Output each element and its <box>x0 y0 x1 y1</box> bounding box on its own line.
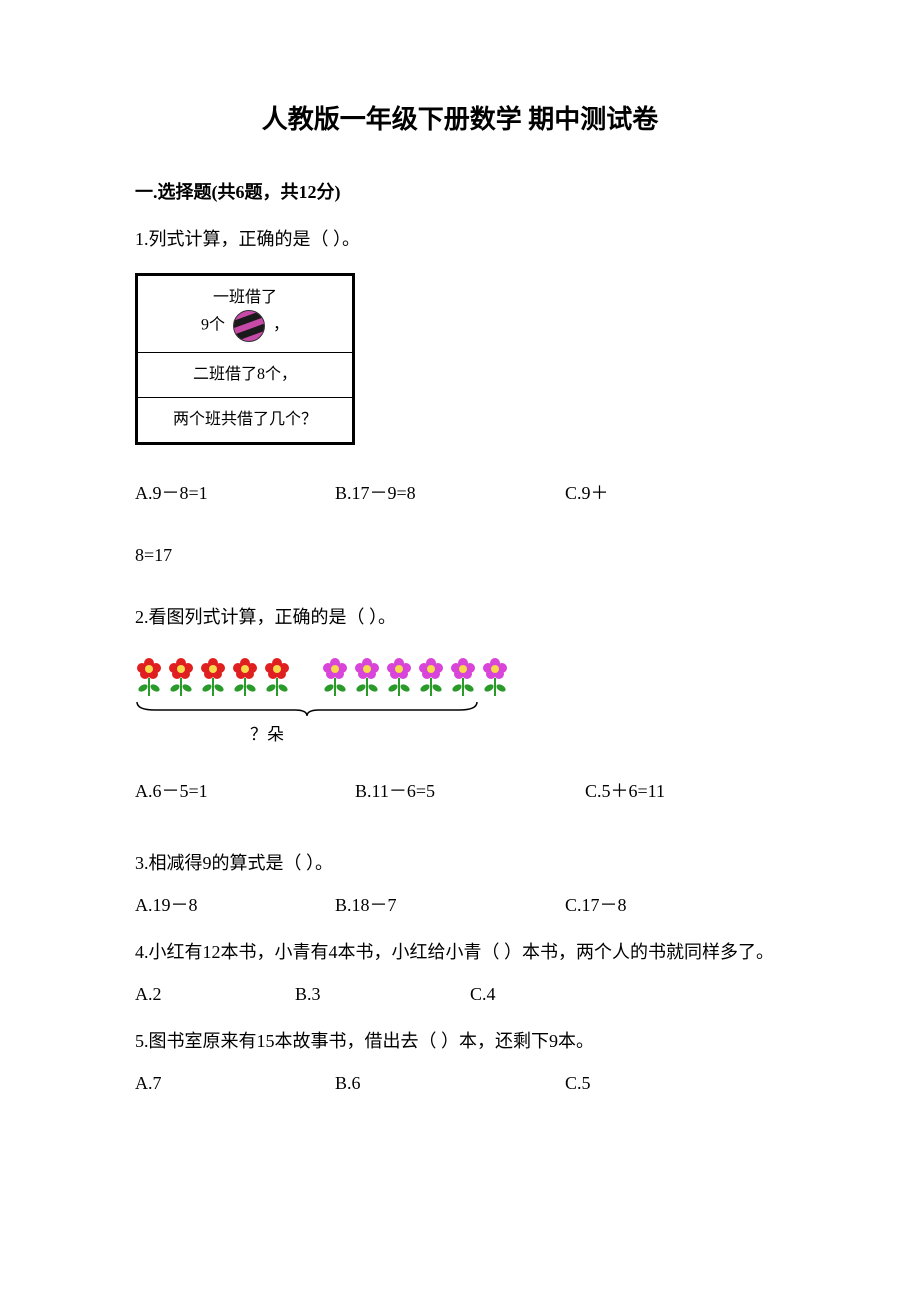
q1-option-a: A.9－8=1 <box>135 480 335 507</box>
flower-icon <box>321 656 349 696</box>
q5-options: A.7 B.6 C.5 <box>135 1070 785 1097</box>
q3-option-c: C.17－8 <box>565 892 785 919</box>
q2-option-a: A.6－5=1 <box>135 778 355 805</box>
flower-group-red <box>135 656 291 696</box>
ball-icon <box>233 310 265 342</box>
q1-text: 1.列式计算，正确的是（ ）。 <box>135 226 785 253</box>
q2-option-c: C.5＋6=11 <box>585 778 785 805</box>
q1-option-c: C.9＋ <box>565 480 785 507</box>
q5-text: 5.图书室原来有15本故事书，借出去（ ）本，还剩下9本。 <box>135 1028 785 1055</box>
q5-option-c: C.5 <box>565 1070 785 1097</box>
q3-text: 3.相减得9的算式是（ ）。 <box>135 850 785 877</box>
question-3: 3.相减得9的算式是（ ）。 A.19－8 B.18－7 C.17－8 <box>135 850 785 919</box>
q1-box-row1-num: 9个 <box>201 317 225 334</box>
question-2: 2.看图列式计算，正确的是（ ）。 <box>135 604 785 805</box>
section-header: 一.选择题(共6题，共12分) <box>135 179 785 206</box>
q5-option-a: A.7 <box>135 1070 335 1097</box>
flower-icon <box>449 656 477 696</box>
question-5: 5.图书室原来有15本故事书，借出去（ ）本，还剩下9本。 A.7 B.6 C.… <box>135 1028 785 1097</box>
flower-icon <box>263 656 291 696</box>
flower-icon <box>135 656 163 696</box>
q4-option-a: A.2 <box>135 981 295 1008</box>
q2-bracket-label: ？朵 <box>135 722 785 748</box>
q4-options: A.2 B.3 C.4 <box>135 981 785 1008</box>
q4-option-c: C.4 <box>470 981 785 1008</box>
q2-option-b: B.11－6=5 <box>355 778 585 805</box>
flower-icon <box>385 656 413 696</box>
q3-options: A.19－8 B.18－7 C.17－8 <box>135 892 785 919</box>
q3-option-a: A.19－8 <box>135 892 335 919</box>
q1-box: 一班借了 9个 ， 二班借了8个， 两个班共借了几个？ <box>135 273 355 445</box>
flower-icon <box>199 656 227 696</box>
q2-flower-row <box>135 656 785 696</box>
q1-box-row1: 一班借了 9个 ， <box>138 276 353 353</box>
flower-icon <box>417 656 445 696</box>
q1-option-b: B.17－9=8 <box>335 480 565 507</box>
flower-icon <box>353 656 381 696</box>
q1-box-row2: 二班借了8个， <box>138 353 353 398</box>
q4-text: 4.小红有12本书，小青有4本书，小红给小青（ ）本书，两个人的书就同样多了。 <box>135 939 785 966</box>
q1-box-row1-post: ， <box>273 317 289 334</box>
flower-icon <box>231 656 259 696</box>
q3-option-b: B.18－7 <box>335 892 565 919</box>
flower-icon <box>481 656 509 696</box>
q1-options: A.9－8=1 B.17－9=8 C.9＋ <box>135 480 785 507</box>
q4-option-b: B.3 <box>295 981 470 1008</box>
q1-box-row1-pre: 一班借了 <box>146 286 344 310</box>
q1-cont: 8=17 <box>135 542 785 569</box>
q1-box-row3: 两个班共借了几个？ <box>138 398 353 443</box>
q5-option-b: B.6 <box>335 1070 565 1097</box>
bracket-icon <box>135 700 480 718</box>
q2-options: A.6－5=1 B.11－6=5 C.5＋6=11 <box>135 778 785 805</box>
flower-group-pink <box>321 656 509 696</box>
q2-text: 2.看图列式计算，正确的是（ ）。 <box>135 604 785 631</box>
question-4: 4.小红有12本书，小青有4本书，小红给小青（ ）本书，两个人的书就同样多了。 … <box>135 939 785 1008</box>
question-1: 1.列式计算，正确的是（ ）。 一班借了 9个 ， 二班借了8个， 两个班共借了… <box>135 226 785 569</box>
flower-icon <box>167 656 195 696</box>
page-title: 人教版一年级下册数学 期中测试卷 <box>135 100 785 139</box>
